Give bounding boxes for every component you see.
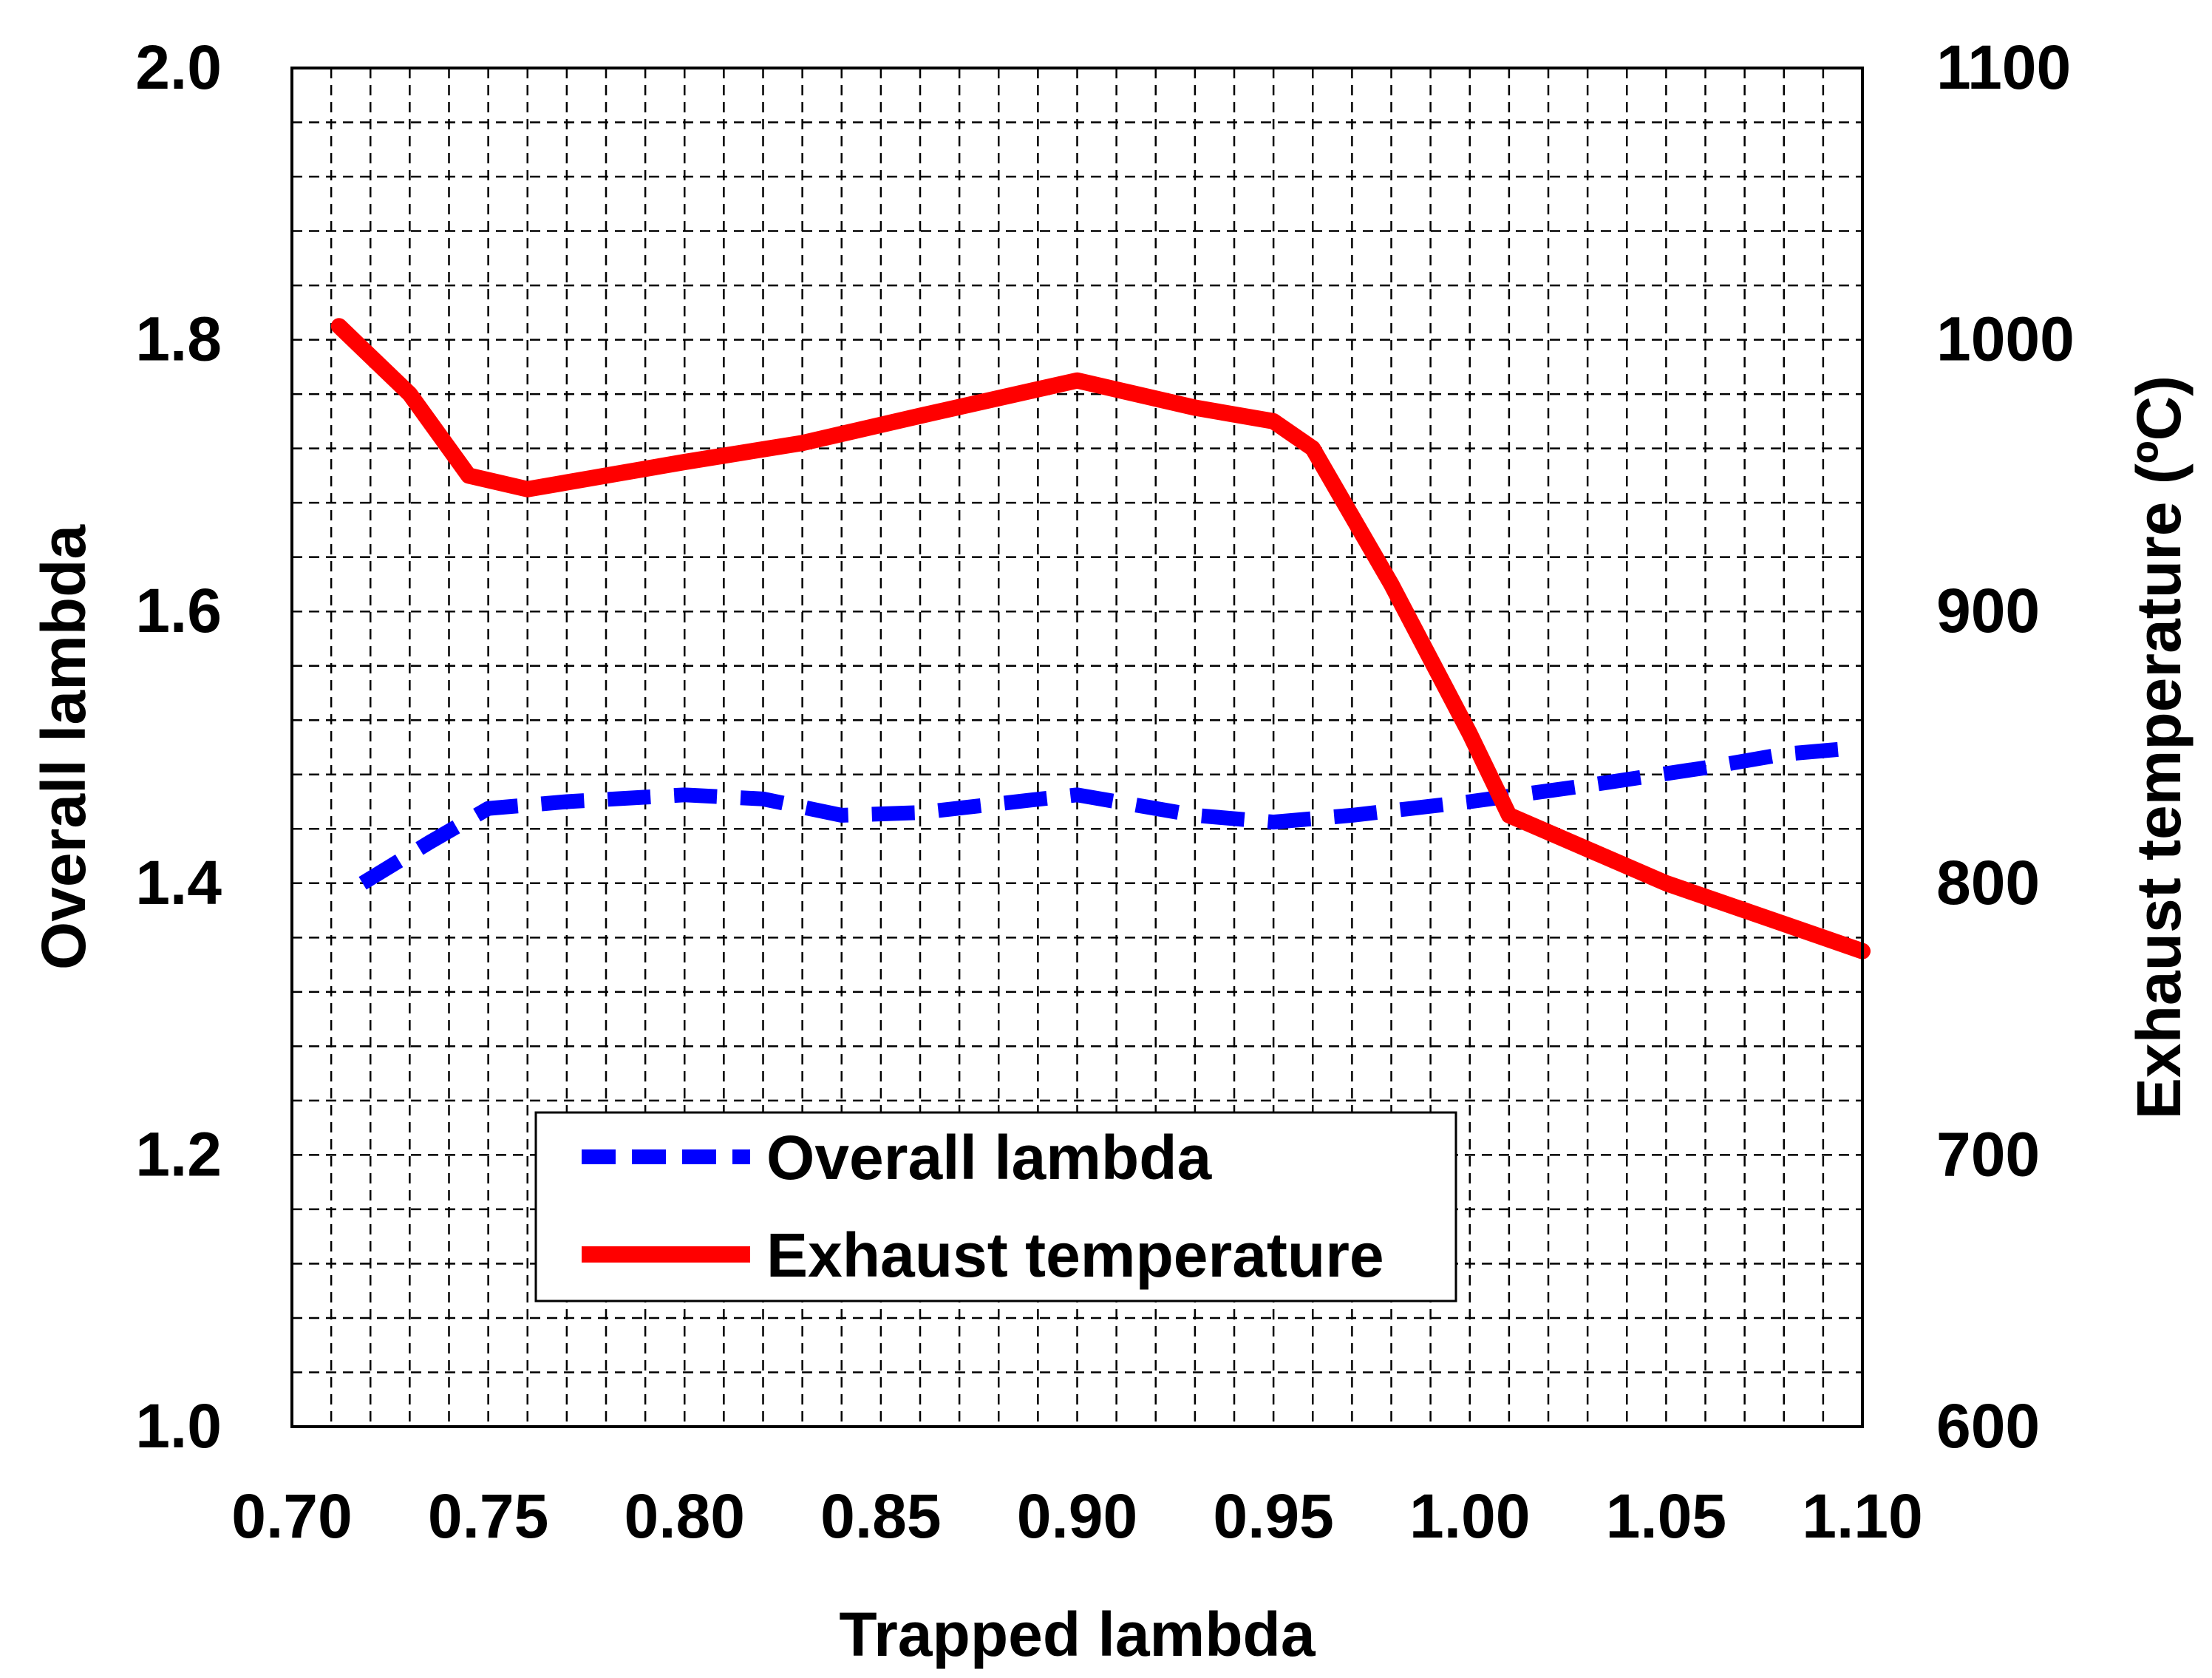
- y2-tick-label: 1000: [1936, 305, 2075, 374]
- plot-frame: [290, 67, 1864, 1428]
- y2-tick-label: 700: [1936, 1119, 2040, 1189]
- legend-label-exhaust-temperature: Exhaust temperature: [766, 1220, 1384, 1290]
- legend: Overall lambda Exhaust temperature: [534, 1111, 1457, 1302]
- y2-tick-label: 800: [1936, 848, 2040, 917]
- series-layer: [330, 318, 1871, 959]
- y2-axis-ticks: 600 700 800 900 1000 1100: [1936, 33, 2075, 1461]
- x-tick-label: 0.70: [231, 1481, 353, 1551]
- x-tick-label: 0.75: [428, 1481, 549, 1551]
- y-axis-ticks: 1.0 1.2 1.4 1.6 1.8 2.0: [135, 33, 222, 1461]
- y2-axis-title: Exhaust temperature (ºC): [2124, 376, 2194, 1119]
- y-axis-title: Overall lambda: [29, 524, 98, 971]
- y-tick-label: 1.2: [135, 1119, 222, 1189]
- y-tick-label: 2.0: [135, 33, 222, 102]
- series-overall-lambda-line: [358, 740, 1863, 890]
- x-tick-label: 1.00: [1409, 1481, 1531, 1551]
- legend-label-overall-lambda: Overall lambda: [766, 1123, 1213, 1192]
- x-tick-label: 0.80: [625, 1481, 746, 1551]
- x-tick-label: 1.10: [1802, 1481, 1923, 1551]
- grid: [292, 68, 1862, 1427]
- y-tick-label: 1.6: [135, 576, 222, 645]
- x-tick-label: 0.95: [1213, 1481, 1334, 1551]
- y2-tick-label: 900: [1936, 576, 2040, 645]
- y-tick-label: 1.8: [135, 305, 222, 374]
- series-exhaust-temperature-line: [330, 318, 1871, 959]
- x-axis-ticks: 0.70 0.75 0.80 0.85 0.90 0.95 1.00 1.05 1.10: [231, 1481, 1923, 1551]
- y-tick-label: 1.0: [135, 1391, 222, 1461]
- x-tick-label: 1.05: [1606, 1481, 1727, 1551]
- y-tick-label: 1.4: [135, 848, 222, 917]
- x-axis-title: Trapped lambda: [839, 1600, 1316, 1669]
- x-tick-label: 0.85: [820, 1481, 942, 1551]
- y2-tick-label: 600: [1936, 1391, 2040, 1461]
- x-tick-label: 0.90: [1017, 1481, 1138, 1551]
- y2-tick-label: 1100: [1936, 33, 2071, 102]
- legend-box: [534, 1111, 1457, 1302]
